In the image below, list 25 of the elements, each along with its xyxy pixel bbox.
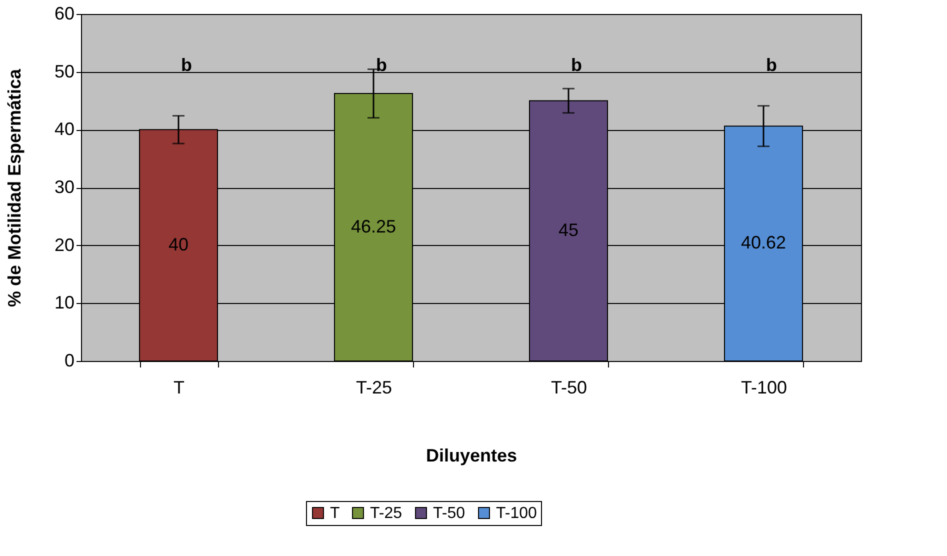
x-tick-label: T-100 bbox=[740, 378, 788, 398]
annotation: b bbox=[376, 55, 387, 75]
y-tick-label: 0 bbox=[64, 350, 74, 370]
data-label: 46.25 bbox=[350, 216, 396, 236]
x-axis-title: Diluyentes bbox=[426, 446, 518, 466]
data-label: 45 bbox=[558, 220, 579, 240]
data-label: 40.62 bbox=[740, 232, 786, 253]
legend-label: T-25 bbox=[370, 505, 402, 522]
annotation: b bbox=[571, 55, 582, 75]
x-tick-label: T bbox=[174, 378, 184, 398]
y-tick-label: 60 bbox=[54, 4, 74, 24]
annotation: b bbox=[181, 55, 192, 75]
data-label: 40 bbox=[168, 234, 189, 254]
x-tick-label: T-50 bbox=[550, 378, 588, 398]
y-tick-label: 30 bbox=[54, 177, 74, 197]
y-tick-label: 40 bbox=[54, 119, 74, 140]
legend-label: T-100 bbox=[496, 505, 538, 522]
y-axis-title: % de Motilidad Espermática bbox=[4, 68, 24, 308]
y-tick-label: 20 bbox=[54, 234, 74, 255]
legend-label: T bbox=[330, 505, 340, 522]
legend-label: T-50 bbox=[433, 505, 466, 522]
y-tick-label: 10 bbox=[54, 292, 74, 313]
annotation: b bbox=[766, 55, 777, 75]
y-tick-label: 50 bbox=[54, 61, 74, 82]
x-tick-label: T-25 bbox=[356, 378, 392, 398]
